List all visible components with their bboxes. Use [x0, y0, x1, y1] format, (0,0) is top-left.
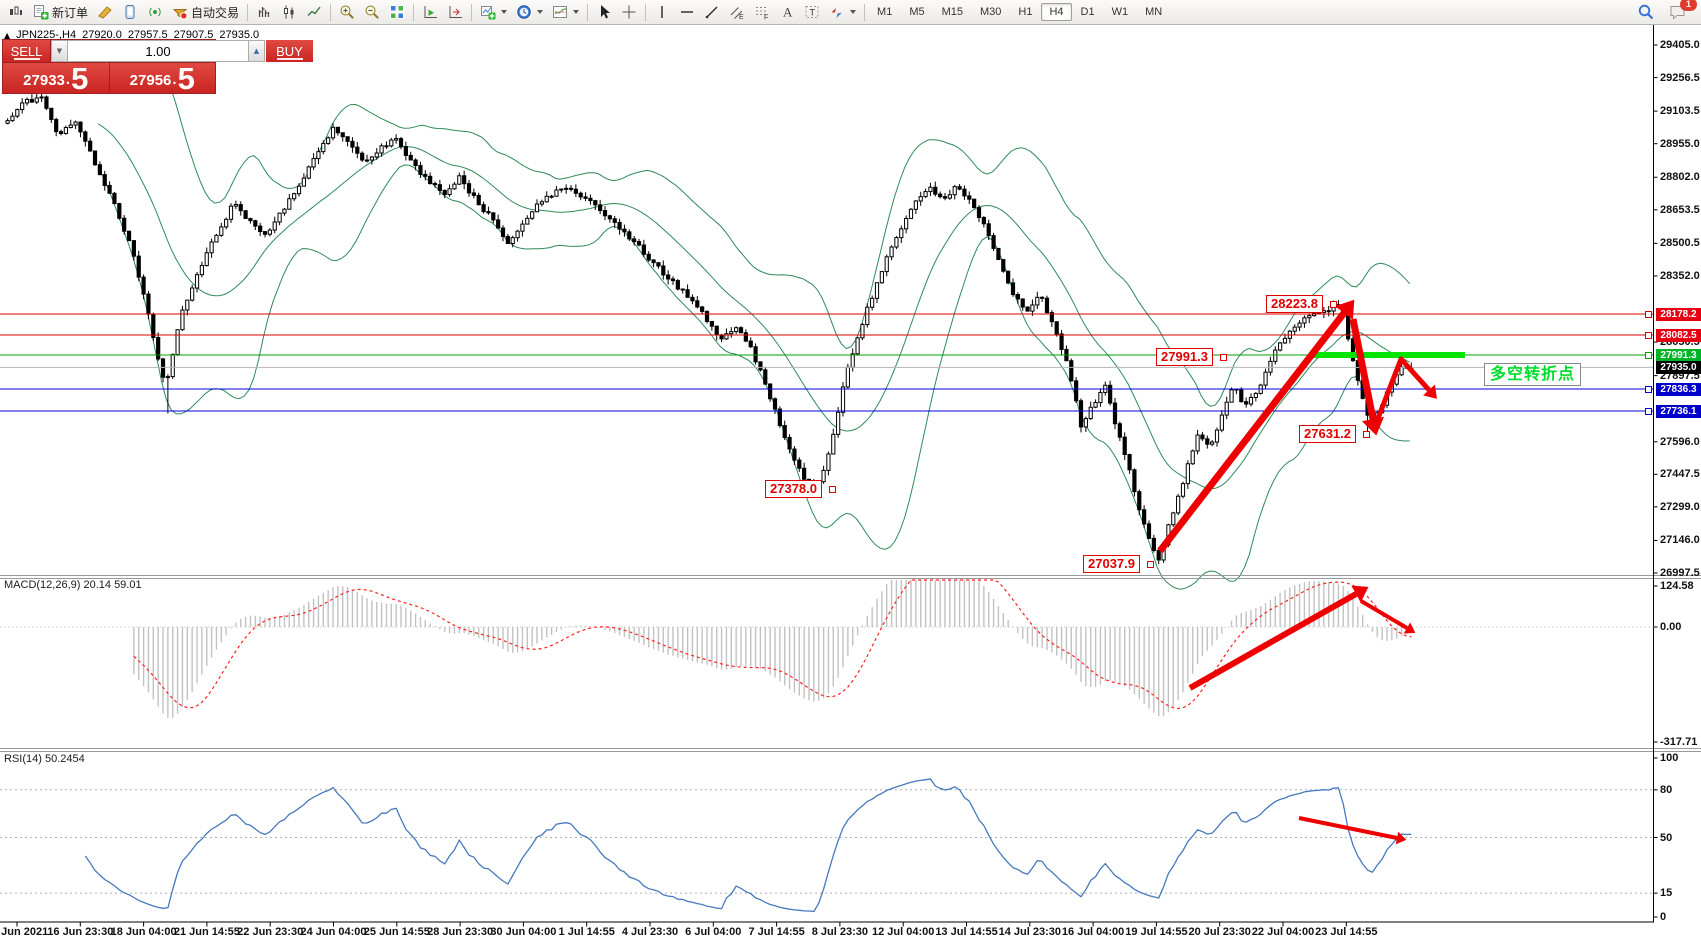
macd-histogram	[133, 580, 1412, 719]
notification-badge: 1	[1680, 0, 1697, 11]
auto-scroll-icon[interactable]	[418, 1, 442, 24]
zoom-out-icon[interactable]	[360, 1, 384, 24]
volume-decrease-button[interactable]: ▼	[51, 40, 68, 62]
timeframe-h1-button[interactable]: H1	[1018, 6, 1033, 18]
horizontal-line-icon[interactable]	[675, 1, 699, 24]
sell-price-button[interactable]: 27933. 5	[3, 63, 109, 94]
zoom-in-icon[interactable]	[335, 1, 359, 24]
new-order-button[interactable]: 新订单	[29, 1, 92, 24]
timeframe-m30-button[interactable]: M30	[980, 6, 1002, 18]
rsi-line	[84, 778, 1412, 913]
volume-input[interactable]	[68, 40, 248, 62]
chart-shift-icon[interactable]	[443, 1, 467, 24]
template-icon[interactable]	[548, 1, 583, 24]
toolbar-separator	[247, 3, 249, 21]
trend-arrows[interactable]	[1157, 299, 1437, 845]
tile-windows-icon[interactable]	[385, 1, 409, 24]
line-chart-icon[interactable]	[302, 1, 326, 24]
macd-signal-line	[133, 579, 1412, 710]
timeframe-w1-button[interactable]: W1	[1111, 6, 1129, 18]
green-support-band[interactable]	[1313, 352, 1465, 358]
svg-text:E: E	[739, 14, 744, 20]
toolbar-separator	[587, 3, 589, 21]
search-icon[interactable]	[1633, 1, 1659, 24]
cursor-icon[interactable]	[592, 1, 616, 24]
toolbar-separator	[413, 3, 415, 21]
buy-button[interactable]: BUY	[266, 40, 313, 62]
text-icon[interactable]: A	[775, 1, 799, 24]
toolbar-separator	[864, 3, 866, 21]
volume-stepper: ▼ ▲	[51, 40, 265, 62]
bollinger-bands	[97, 67, 1411, 590]
crosshair-icon[interactable]	[617, 1, 641, 24]
mobile-app-icon[interactable]	[118, 1, 142, 24]
vertical-line-icon[interactable]	[650, 1, 674, 24]
chat-icon[interactable]: 1	[1665, 0, 1697, 24]
timeframe-m5-button[interactable]: M5	[909, 6, 925, 18]
buy-price-button[interactable]: 27956. 5	[109, 63, 215, 94]
toolbar-separator	[330, 3, 332, 21]
bar-chart-icon[interactable]	[252, 1, 276, 24]
period-icon[interactable]	[512, 1, 547, 24]
toolbar-separator	[645, 3, 647, 21]
timeframe-m15-button[interactable]: M15	[941, 6, 963, 18]
signals-icon[interactable]	[143, 1, 167, 24]
fibonacci-icon[interactable]: F	[750, 1, 774, 24]
channel-icon[interactable]: E	[725, 1, 749, 24]
new-chart-icon[interactable]	[93, 1, 117, 24]
one-click-trading-panel: SELL ▼ ▲ BUY 27933. 5 27956. 5	[3, 40, 313, 94]
indicators-icon[interactable]	[476, 1, 511, 24]
timeframe-d1-button[interactable]: D1	[1080, 6, 1095, 18]
trendline-icon[interactable]	[700, 1, 724, 24]
toolbar-separator	[471, 3, 473, 21]
arrows-icon[interactable]	[825, 1, 860, 24]
svg-text:F: F	[764, 15, 768, 21]
timeframe-h4-button[interactable]: H4	[1041, 3, 1072, 21]
sell-button[interactable]: SELL	[3, 40, 50, 62]
svg-text:T: T	[810, 8, 816, 18]
toolbar: 新订单 自动交易 E F A T M1 M5 M15 M30 H1 H4 D1 W1 MN 1	[0, 0, 1701, 25]
timeframe-m1-button[interactable]: M1	[877, 6, 893, 18]
volume-increase-button[interactable]: ▲	[248, 40, 265, 62]
text-label-icon[interactable]: T	[800, 1, 824, 24]
chart-pointer-icon[interactable]	[4, 1, 28, 24]
svg-text:A: A	[783, 5, 793, 20]
candlestick-chart-icon[interactable]	[277, 1, 301, 24]
auto-trading-button[interactable]: 自动交易	[168, 1, 243, 24]
timeframe-mn-button[interactable]: MN	[1145, 6, 1163, 18]
